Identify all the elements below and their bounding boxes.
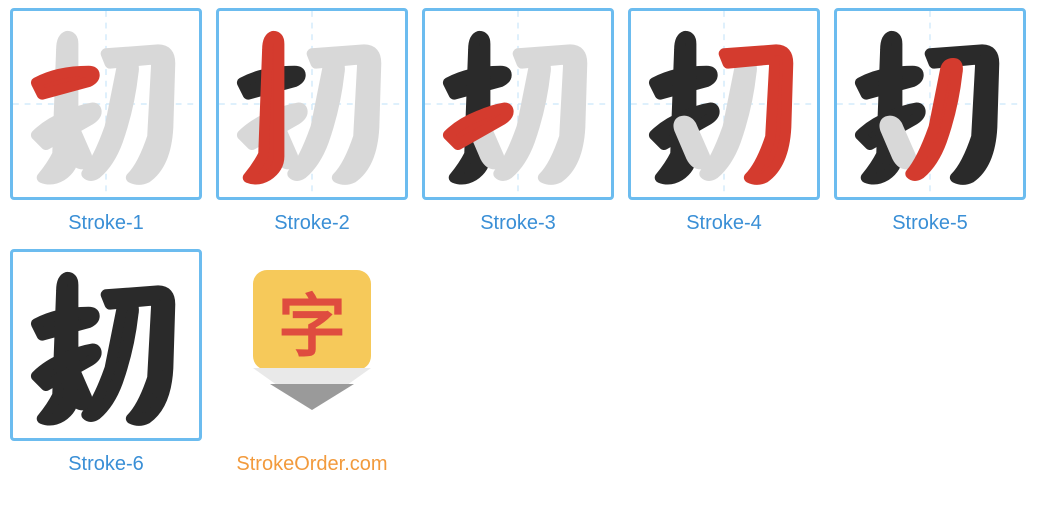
stroke-grid: Stroke-1 Stroke-2 Stroke-3 Stroke-4 [10,8,1040,476]
site-logo-cell: 字 StrokeOrder.com [216,249,408,476]
stroke-cell: Stroke-6 [10,249,202,476]
stroke-cell: Stroke-2 [216,8,408,235]
logo-char: 字 [278,271,346,370]
stroke-caption: Stroke-3 [480,212,556,235]
stroke-tile-6 [10,249,202,441]
stroke-tile-5 [834,8,1026,200]
stroke-caption: Stroke-2 [274,212,350,235]
stroke-cell: Stroke-3 [422,8,614,235]
stroke-caption: Stroke-4 [686,212,762,235]
stroke-cell: Stroke-4 [628,8,820,235]
site-logo: 字 [216,249,408,441]
stroke-tile-4 [628,8,820,200]
pencil-lead-icon [270,384,354,410]
logo-badge: 字 [253,270,371,370]
stroke-caption: Stroke-5 [892,212,968,235]
site-caption: StrokeOrder.com [236,453,387,476]
stroke-tile-3 [422,8,614,200]
stroke-cell: Stroke-1 [10,8,202,235]
stroke-caption: Stroke-1 [68,212,144,235]
stroke-cell: Stroke-5 [834,8,1026,235]
stroke-tile-1 [10,8,202,200]
stroke-tile-2 [216,8,408,200]
stroke-caption: Stroke-6 [68,453,144,476]
